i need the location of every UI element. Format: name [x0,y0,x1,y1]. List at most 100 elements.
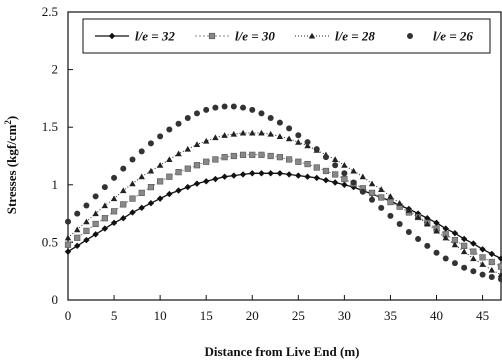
series-4-point [166,126,173,133]
series-1-point [120,215,127,222]
series-2-point [332,171,339,178]
legend-box [82,18,491,54]
series-2-point [212,156,219,163]
y-axis-title-sup: 2 [3,120,13,125]
series-2-point [368,189,376,196]
series-3-point [359,173,367,180]
y-tick-label: 2 [52,62,59,77]
series-1-point [110,219,118,227]
series-2-point [138,189,145,196]
x-tick-label: 15 [200,308,213,323]
series-1-point [239,171,247,178]
series-1-point [442,225,449,232]
series-2-point [470,248,477,255]
legend: l/e = 32 l/e = 30 l/e = 28 l/e = 26 [82,18,491,54]
series-4-point [175,120,182,127]
series-3-point [331,156,339,163]
legend-marker [407,33,413,39]
series-1-point [83,236,90,244]
series-4-point [433,249,440,256]
series-3-point [414,213,422,220]
series-2-point [110,208,118,215]
series-3-point [166,156,173,163]
series-3-point [202,137,210,144]
series-3-point [350,167,357,174]
series-1-point [341,181,348,188]
series-1-point [156,195,164,202]
series-3-point [64,234,72,241]
series-1-point [285,171,293,178]
series-1-point [488,250,495,258]
series-1-point [451,229,459,237]
series-3-point [138,173,145,180]
series-4-point [350,179,357,186]
series-2-point [184,165,191,172]
series-4-point [424,242,431,249]
series-3-point [83,218,90,225]
series-4-point [488,273,495,280]
y-axis-title-close: ) [4,116,19,120]
series-4-point [322,154,329,161]
series-2-point [92,220,99,228]
x-tick-label: 35 [384,308,397,323]
x-tick-label: 25 [292,308,305,323]
series-3-point [221,132,228,138]
series-4-point [405,229,412,236]
series-4-point [230,103,237,110]
x-tick-label: 0 [65,308,72,323]
series-3-point [470,255,477,262]
series-3-point [212,134,219,141]
series-1-point [184,183,191,191]
series-3-point [147,167,155,174]
series-4-point [221,103,228,110]
series-3-point [479,261,486,267]
series-4-point [184,114,191,121]
series-2-point [64,241,72,248]
series-3-point [230,130,238,137]
plot-frame [67,11,502,301]
legend-entry-4: l/e = 26 [407,29,473,44]
series-1-point [295,172,302,179]
series-4-point [479,271,486,278]
series-1-point [249,170,256,177]
series-3-point [92,210,99,217]
series-1-point [221,173,228,180]
series-4-point [332,162,339,169]
series-4-point [369,196,376,203]
series-4-point [138,148,145,155]
series-1-point [322,176,330,184]
series-4-point [396,220,403,227]
series-1-point [64,248,72,255]
series-3-point [129,180,136,187]
series-3-point [304,142,311,149]
legend-marker [108,32,116,40]
series-3-point [110,195,118,202]
series-4-point [120,165,127,172]
series-2-point [74,234,81,241]
series-1 [64,170,502,262]
series-1-point [129,209,136,216]
series-4-point [359,188,366,195]
series-4-point [249,106,256,113]
series-2-point [276,154,283,161]
series-3-point [295,138,302,145]
series-1-point [92,231,99,238]
series-3-point [451,241,459,248]
series-2-point [166,173,173,180]
series-1-point [313,174,320,182]
series-2-point [175,169,182,176]
series-4-point [341,170,348,177]
series-4-point [147,140,154,147]
series-3-point [156,162,164,168]
y-tick-label: 0 [52,292,59,307]
series-2-point [304,160,311,168]
series-1-point [74,242,81,250]
series-2-point [497,263,502,270]
series-4-point [101,184,108,191]
series-1-point [193,180,201,187]
series-2-point [249,151,256,158]
series-2-point [193,162,201,169]
series-3-point [442,234,449,241]
x-tick-label: 30 [338,308,351,323]
series-3-point [368,180,376,187]
